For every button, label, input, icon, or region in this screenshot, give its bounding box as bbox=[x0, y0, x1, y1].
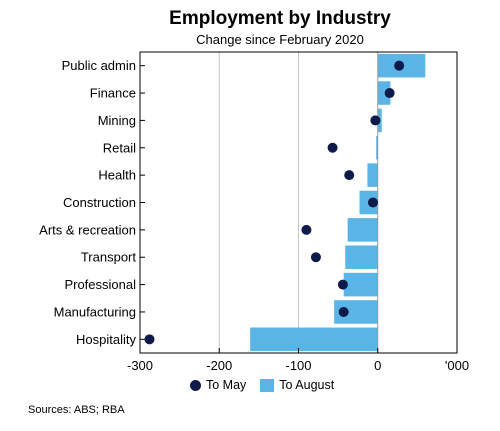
dot-to-may bbox=[301, 224, 312, 235]
dot-to-may bbox=[310, 252, 321, 263]
x-tick-label: -300 bbox=[127, 358, 153, 373]
y-tick-label: Construction bbox=[63, 195, 136, 210]
y-tick-label: Hospitality bbox=[76, 332, 136, 347]
y-tick-label: Arts & recreation bbox=[39, 222, 136, 237]
y-tick-label: Finance bbox=[90, 86, 136, 101]
bar-to-august bbox=[345, 245, 378, 269]
dot-to-may bbox=[384, 88, 395, 99]
bar-to-august bbox=[250, 327, 378, 352]
x-tick-label: 0 bbox=[374, 358, 381, 373]
bar-to-august bbox=[347, 218, 378, 242]
y-tick-label: Mining bbox=[98, 113, 136, 128]
chart-title: Employment by Industry bbox=[169, 8, 391, 29]
dot-to-may bbox=[394, 60, 405, 71]
dot-to-may bbox=[144, 334, 155, 345]
y-tick-label: Public admin bbox=[62, 58, 136, 73]
x-tick-label: -100 bbox=[285, 358, 311, 373]
legend-to-august-marker bbox=[260, 378, 275, 392]
bar-to-august bbox=[367, 163, 378, 187]
dot-to-may bbox=[338, 306, 349, 317]
bar-to-august bbox=[343, 272, 378, 297]
source-note: Sources: ABS; RBA bbox=[28, 404, 125, 416]
dot-to-may bbox=[370, 115, 381, 126]
dot-to-may bbox=[344, 170, 355, 181]
y-tick-label: Transport bbox=[81, 250, 137, 265]
chart-subtitle: Change since February 2020 bbox=[196, 32, 364, 47]
legend-to-may-marker bbox=[190, 379, 201, 391]
legend-to-may-label: To May bbox=[206, 378, 247, 392]
y-tick-label: Retail bbox=[103, 140, 136, 155]
x-unit-label: '000 bbox=[445, 358, 469, 373]
bar-to-august bbox=[377, 81, 391, 105]
y-tick-label: Professional bbox=[64, 277, 136, 292]
bar-to-august bbox=[334, 300, 378, 324]
y-tick-label: Health bbox=[98, 168, 136, 183]
dot-to-may bbox=[337, 279, 348, 290]
dot-to-may bbox=[327, 142, 338, 153]
dot-to-may bbox=[367, 197, 378, 208]
legend-to-august-label: To August bbox=[279, 378, 335, 392]
bar-to-august bbox=[376, 136, 378, 160]
y-tick-label: Manufacturing bbox=[54, 304, 136, 319]
chart-legend: To May To August bbox=[190, 378, 334, 392]
x-tick-label: -200 bbox=[206, 358, 232, 373]
